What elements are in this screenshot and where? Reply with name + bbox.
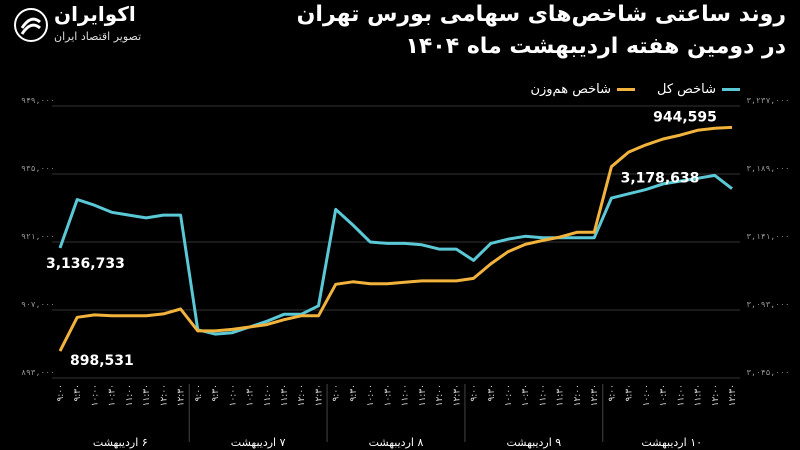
equal-start-annotation: 898,531: [70, 353, 134, 369]
hour-tick-label: ۱۱:۰۰: [125, 384, 135, 406]
hour-tick-label: ۹:۰۰: [56, 384, 66, 402]
hour-tick-label: ۹:۰۰: [194, 384, 204, 402]
equal-weight-index-line: [60, 127, 732, 351]
hour-tick-label: ۱۰:۰۰: [504, 384, 514, 406]
hour-tick-label: ۱۰:۳۰: [383, 384, 393, 406]
hour-tick-label: ۱۰:۰۰: [90, 384, 100, 406]
hour-tick-label: ۱۱:۰۰: [401, 384, 411, 406]
hour-tick-label: ۱۰:۰۰: [642, 384, 652, 406]
hour-tick-label: ۹:۰۰: [470, 384, 480, 402]
hour-tick-label: ۱۱:۰۰: [676, 384, 686, 406]
left-axis-label: ۹۲۱,۰۰۰: [21, 232, 55, 241]
day-label: ۶ اردیبهشت: [93, 436, 148, 449]
hour-tick-label: ۹:۰۰: [607, 384, 617, 402]
hour-tick-label: ۱۰:۳۰: [521, 384, 531, 406]
hour-tick-label: ۱۰:۰۰: [228, 384, 238, 406]
hour-tick-label: ۹:۳۰: [73, 384, 83, 402]
hour-tick-label: ۹:۳۰: [349, 384, 359, 402]
hour-tick-label: ۱۰:۳۰: [108, 384, 118, 406]
day-label: ۹ اردیبهشت: [506, 436, 561, 449]
day-label: ۱۰ اردیبهشت: [641, 436, 702, 449]
left-axis-label: ۸۹۳,۰۰۰: [21, 368, 55, 377]
hour-tick-label: ۹:۰۰: [332, 384, 342, 402]
hour-tick-label: ۱۲:۳۰: [452, 384, 462, 406]
right-axis-label: ۳,۰۴۵,۰۰۰: [746, 368, 789, 377]
left-axis-label: ۹۳۵,۰۰۰: [21, 164, 55, 173]
hour-tick-label: ۱۱:۳۰: [418, 384, 428, 406]
hour-tick-label: ۱۲:۳۰: [314, 384, 324, 406]
equal-end-annotation: 944,595: [653, 109, 717, 125]
right-axis-label: ۳,۲۳۷,۰۰۰: [746, 96, 789, 105]
total-end-annotation: 3,178,638: [621, 171, 700, 187]
left-axis-label: ۹۰۷,۰۰۰: [21, 300, 55, 309]
hour-tick-label: ۱۲:۳۰: [728, 384, 738, 406]
total-start-annotation: 3,136,733: [46, 256, 125, 272]
hour-tick-label: ۱۰:۳۰: [246, 384, 256, 406]
hour-tick-label: ۱۱:۰۰: [263, 384, 273, 406]
hour-tick-label: ۱۲:۰۰: [159, 384, 169, 406]
hour-tick-label: ۹:۳۰: [211, 384, 221, 402]
hour-tick-label: ۱۱:۳۰: [280, 384, 290, 406]
hour-tick-label: ۱۱:۳۰: [556, 384, 566, 406]
hour-tick-label: ۱۱:۰۰: [538, 384, 548, 406]
hour-tick-label: ۱۲:۳۰: [590, 384, 600, 406]
hour-tick-label: ۱۰:۳۰: [659, 384, 669, 406]
hour-tick-label: ۹:۳۰: [625, 384, 635, 402]
day-label: ۷ اردیبهشت: [231, 436, 286, 449]
hour-tick-label: ۱۲:۰۰: [573, 384, 583, 406]
day-label: ۸ اردیبهشت: [369, 436, 424, 449]
right-axis-label: ۳,۰۹۳,۰۰۰: [746, 300, 789, 309]
right-axis-label: ۳,۱۸۹,۰۰۰: [746, 164, 789, 173]
hour-tick-label: ۱۲:۳۰: [177, 384, 187, 406]
hour-tick-label: ۱۲:۰۰: [711, 384, 721, 406]
hour-tick-label: ۱۲:۰۰: [435, 384, 445, 406]
right-axis-label: ۳,۱۴۱,۰۰۰: [746, 232, 789, 241]
hour-tick-label: ۹:۳۰: [487, 384, 497, 402]
hour-tick-label: ۱۱:۳۰: [694, 384, 704, 406]
hour-tick-label: ۱۰:۰۰: [366, 384, 376, 406]
left-axis-label: ۹۴۹,۰۰۰: [21, 96, 55, 105]
hour-tick-label: ۱۲:۰۰: [297, 384, 307, 406]
hour-tick-label: ۱۱:۳۰: [142, 384, 152, 406]
